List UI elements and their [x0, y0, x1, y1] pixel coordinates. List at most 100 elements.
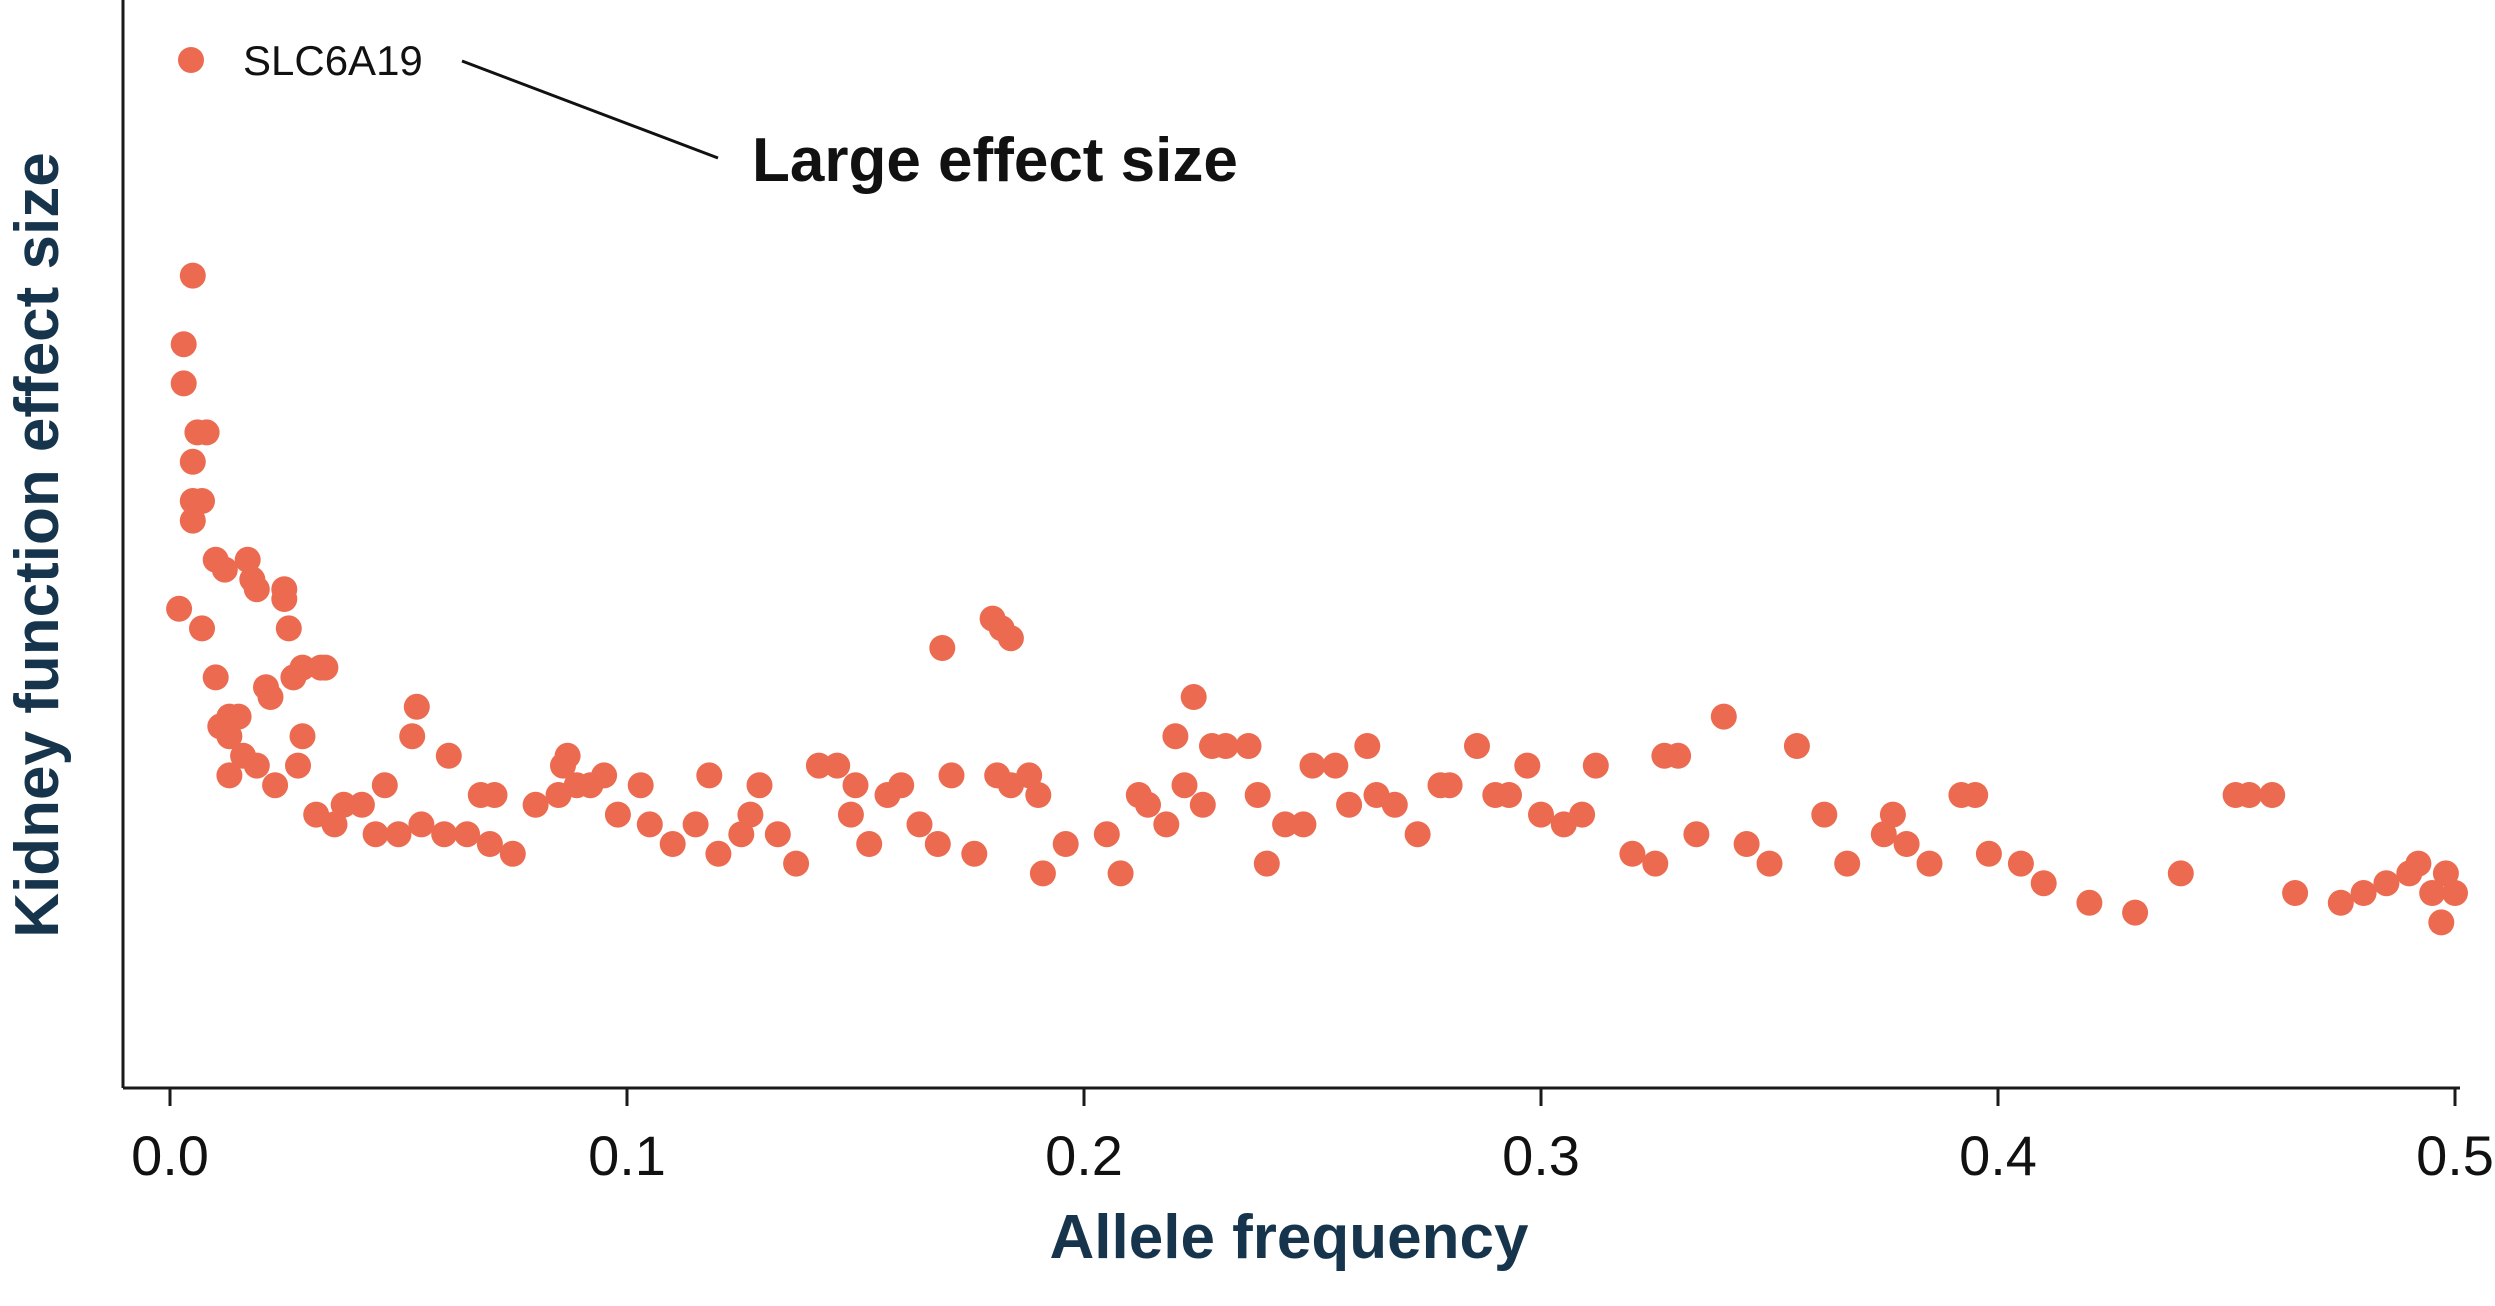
x-axis-title: Allele frequency [1050, 1203, 1529, 1272]
data-point [2259, 782, 2286, 808]
data-point [280, 664, 307, 691]
data-point [179, 507, 206, 534]
data-point [1299, 752, 1326, 779]
data-point [1354, 733, 1381, 759]
data-point [591, 762, 618, 789]
legend-label: SLC6A19 [243, 37, 423, 84]
data-point [824, 752, 851, 779]
data-point [1322, 752, 1349, 779]
data-point [211, 556, 238, 583]
data-point [257, 684, 284, 710]
data-point [179, 488, 206, 514]
data-point [1381, 791, 1408, 818]
data-point [1665, 742, 1692, 769]
data-point [2236, 782, 2263, 808]
data-point [1290, 811, 1317, 838]
data-point [1336, 791, 1363, 818]
data-point [170, 370, 197, 397]
data-point [1870, 821, 1897, 848]
data-point [1683, 821, 1710, 848]
data-point [330, 791, 357, 818]
x-tick-label: 0.3 [1502, 1124, 1580, 1187]
data-point [659, 831, 686, 857]
data-point [243, 576, 270, 603]
data-point [435, 742, 462, 769]
data-point [1834, 850, 1861, 877]
data-point [1212, 733, 1239, 759]
data-point [1093, 821, 1120, 848]
data-point [522, 791, 549, 818]
data-point [371, 772, 398, 799]
data-point [627, 772, 654, 799]
data-point [906, 811, 933, 838]
legend-marker [178, 47, 204, 73]
x-tick-label: 0.4 [1959, 1124, 2037, 1187]
data-point [1189, 791, 1216, 818]
data-point [997, 625, 1024, 652]
annotation-leader-line [461, 59, 719, 160]
data-point [1029, 860, 1056, 887]
data-point [285, 752, 311, 779]
data-point [550, 752, 576, 779]
data-point [1582, 752, 1609, 779]
data-point [888, 772, 915, 799]
data-point [1153, 811, 1180, 838]
data-point [202, 664, 229, 691]
data-point [2373, 870, 2400, 897]
data-point [1272, 811, 1299, 838]
data-point [399, 723, 426, 750]
data-point [2282, 880, 2309, 906]
data-point [2442, 880, 2468, 906]
data-point [289, 723, 316, 750]
data-point [2432, 860, 2459, 887]
annotation-label: Large effect size [752, 126, 1238, 195]
data-point [499, 840, 526, 867]
data-point [636, 811, 663, 838]
data-point [1916, 850, 1943, 877]
data-point [705, 840, 732, 867]
data-point [1528, 801, 1554, 828]
data-point [746, 772, 773, 799]
data-point [1235, 733, 1262, 759]
data-point [1244, 782, 1271, 808]
data-point [1025, 782, 1052, 808]
data-point [2007, 850, 2034, 877]
y-axis-title: Kidney function effect size [3, 152, 72, 937]
data-point [1514, 752, 1541, 779]
data-point [1436, 772, 1463, 799]
data-point [1879, 801, 1906, 828]
data-point [1619, 840, 1646, 867]
data-point [1404, 821, 1431, 848]
data-point [1710, 703, 1737, 730]
data-point [2076, 889, 2103, 916]
data-point [842, 772, 869, 799]
data-point [403, 693, 430, 720]
x-tick-label: 0.5 [2416, 1124, 2494, 1187]
data-point [216, 723, 243, 750]
data-point [1464, 733, 1490, 759]
data-point [805, 752, 832, 779]
data-point [924, 831, 951, 857]
data-point [696, 762, 723, 789]
data-point [783, 850, 810, 877]
data-point [2167, 860, 2194, 887]
data-point [2030, 870, 2057, 897]
data-point [2350, 880, 2377, 906]
data-point [1052, 831, 1079, 857]
data-point [1756, 850, 1783, 877]
data-point [362, 821, 389, 848]
data-point [938, 762, 965, 789]
data-point [1171, 772, 1198, 799]
data-point [262, 772, 289, 799]
data-point [385, 821, 412, 848]
data-point [682, 811, 709, 838]
data-point [929, 635, 956, 661]
data-point [1180, 684, 1207, 710]
data-point [454, 821, 481, 848]
data-point [216, 762, 243, 789]
data-point [170, 331, 197, 358]
data-point [2122, 899, 2149, 926]
data-point [481, 782, 508, 808]
